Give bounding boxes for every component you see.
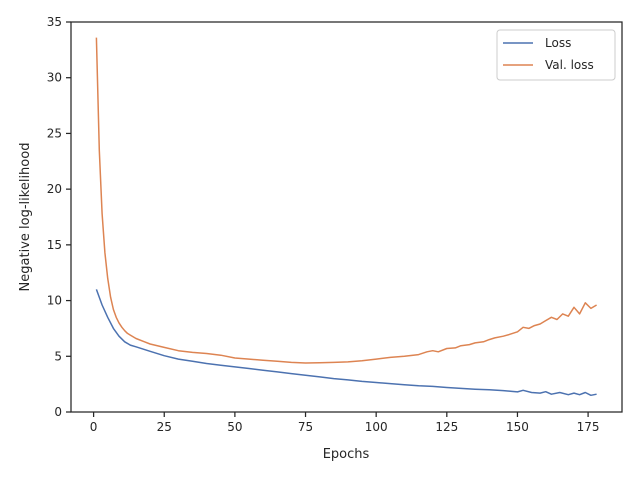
series-layer bbox=[95, 37, 597, 397]
y-tick-label: 20 bbox=[47, 182, 62, 196]
x-tick-label: 50 bbox=[227, 420, 242, 434]
x-tick-label: 0 bbox=[90, 420, 98, 434]
legend-label-loss: Loss bbox=[545, 36, 571, 50]
x-tick-label: 100 bbox=[365, 420, 388, 434]
series-line-val-loss bbox=[95, 37, 597, 364]
series-line-loss bbox=[95, 289, 597, 397]
ticks-layer: 0 25 50 75 100 125 150 175 0 5 10 15 20 25 30 35 bbox=[47, 15, 600, 434]
y-tick-label: 5 bbox=[54, 349, 62, 363]
y-axis-label: Negative log-likelihood bbox=[18, 143, 33, 292]
legend-label-val-loss: Val. loss bbox=[545, 58, 594, 72]
y-tick-label: 0 bbox=[54, 405, 62, 419]
x-tick-label: 75 bbox=[298, 420, 313, 434]
x-tick-label: 150 bbox=[506, 420, 529, 434]
y-tick-label: 30 bbox=[47, 71, 62, 85]
x-tick-label: 25 bbox=[157, 420, 172, 434]
x-tick-label: 175 bbox=[577, 420, 600, 434]
plot-frame bbox=[70, 21, 623, 413]
y-tick-label: 35 bbox=[47, 15, 62, 29]
legend: Loss Val. loss bbox=[496, 29, 616, 81]
x-axis-label: Epochs bbox=[323, 447, 370, 462]
y-tick-label: 15 bbox=[47, 238, 62, 252]
y-tick-label: 10 bbox=[47, 294, 62, 308]
y-tick-label: 25 bbox=[47, 126, 62, 140]
x-tick-label: 125 bbox=[435, 420, 458, 434]
